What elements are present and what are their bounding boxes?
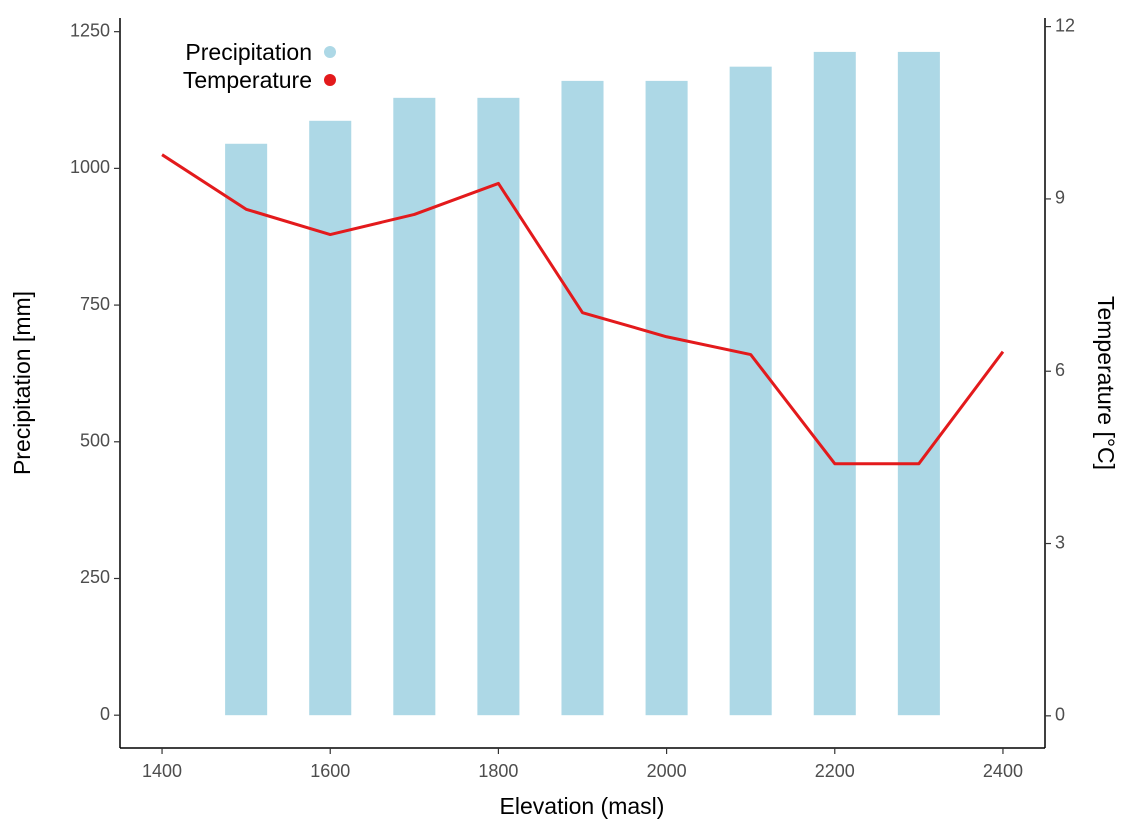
y-tick-label: 750: [80, 294, 110, 314]
x-tick-label: 2200: [815, 761, 855, 781]
bar: [561, 80, 604, 716]
bar: [897, 51, 940, 716]
bar: [813, 51, 856, 716]
y-tick-label: 1000: [70, 157, 110, 177]
legend-marker: [324, 46, 336, 58]
x-tick-label: 1800: [478, 761, 518, 781]
line: [161, 153, 1005, 466]
y-tick-label: 1250: [70, 20, 110, 40]
bar: [477, 97, 520, 716]
x-axis-title: Elevation (masl): [500, 793, 665, 819]
x-tick-label: 2000: [647, 761, 687, 781]
y2-tick-label: 6: [1055, 360, 1065, 380]
y-axis-title: Precipitation [mm]: [9, 291, 35, 475]
y-tick-label: 250: [80, 567, 110, 587]
bar: [393, 97, 436, 716]
y-tick-label: 500: [80, 431, 110, 451]
bar: [309, 120, 352, 716]
x-tick-label: 1400: [142, 761, 182, 781]
legend-label: Precipitation: [185, 39, 312, 65]
bar: [225, 143, 268, 716]
bar: [645, 80, 688, 716]
legend-marker: [324, 74, 336, 86]
legend-label: Temperature: [183, 67, 312, 93]
y2-axis-title: Temperature [°C]: [1093, 296, 1119, 470]
x-tick-label: 1600: [310, 761, 350, 781]
bar: [729, 66, 772, 716]
y-tick-label: 0: [100, 704, 110, 724]
y2-tick-label: 12: [1055, 15, 1075, 35]
x-tick-label: 2400: [983, 761, 1023, 781]
y2-tick-label: 0: [1055, 705, 1065, 725]
y2-tick-label: 3: [1055, 532, 1065, 552]
y2-tick-label: 9: [1055, 188, 1065, 208]
